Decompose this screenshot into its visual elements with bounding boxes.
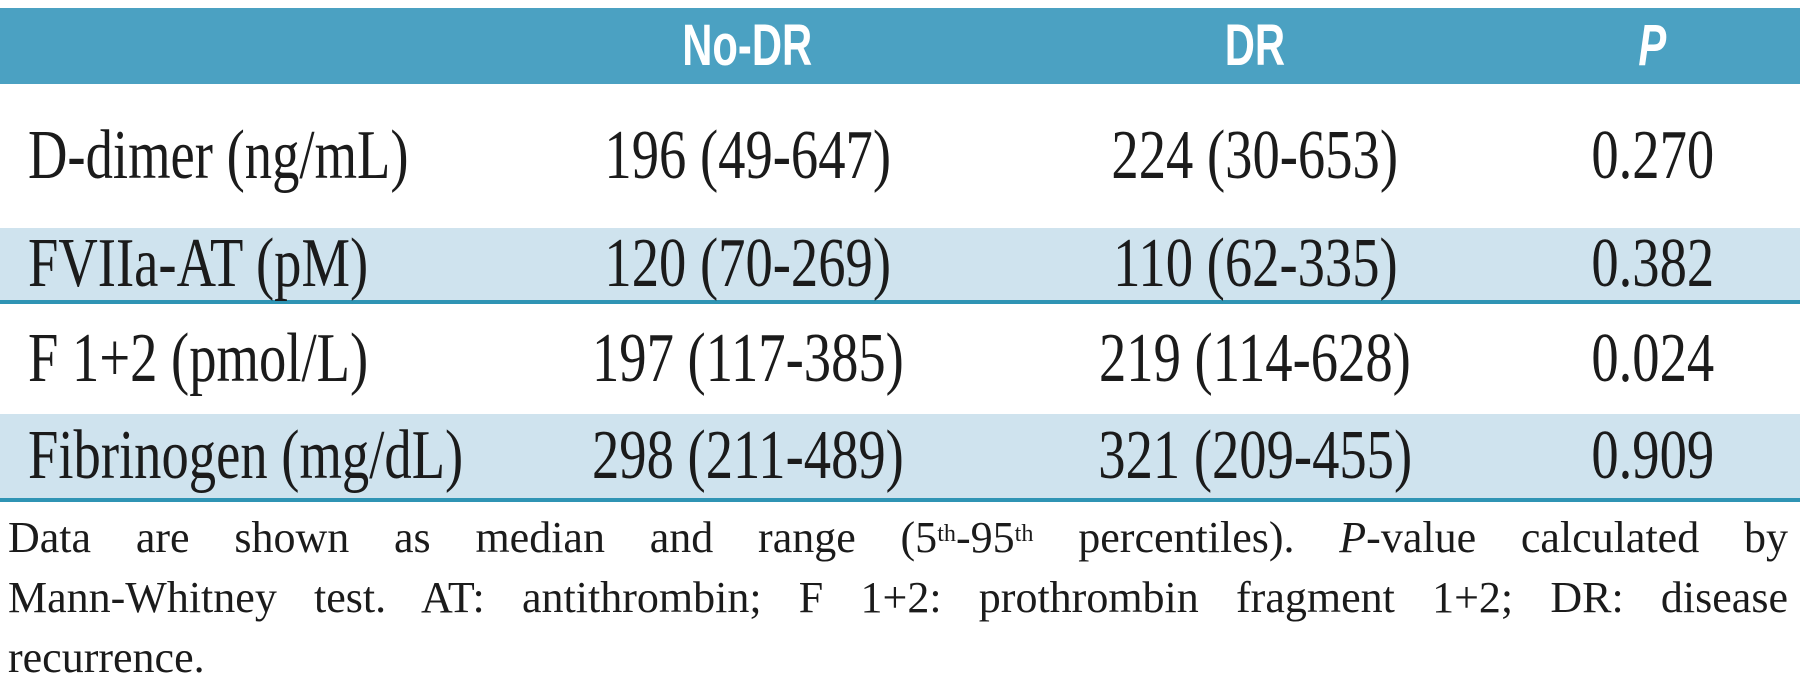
cell-no-dr: 298 (211-489) (490, 421, 1005, 491)
cell-no-dr: 197 (117-385) (490, 324, 1005, 394)
cell-no-dr-text: 298 (211-489) (591, 417, 904, 494)
cell-dr-text: 219 (114-628) (1099, 320, 1411, 397)
footnote-superscript: th (937, 520, 957, 548)
footnote-superscript: th (1014, 520, 1034, 548)
footnote-line-2: Mann-Whitney test. AT: antithrombin; F 1… (8, 568, 1788, 628)
footnote-p-italic: P (1339, 513, 1367, 562)
col-header-p-text: P (1638, 13, 1667, 78)
row-label-text: D-dimer (ng/mL) (28, 117, 409, 194)
col-header-dr: DR (1005, 17, 1505, 75)
table-row: D-dimer (ng/mL) 196 (49-647) 224 (30-653… (0, 84, 1800, 228)
row-label: D-dimer (ng/mL) (0, 121, 490, 191)
cell-no-dr-text: 196 (49-647) (604, 117, 891, 194)
cell-dr-text: 110 (62-335) (1112, 225, 1398, 302)
footnote-text: Data are shown as median and range (5 (8, 513, 938, 562)
cell-dr: 321 (209-455) (1005, 421, 1505, 491)
cell-no-dr-text: 197 (117-385) (591, 320, 904, 397)
table-row: F 1+2 (pmol/L) 197 (117-385) 219 (114-62… (0, 304, 1800, 414)
row-label: Fibrinogen (mg/dL) (0, 421, 490, 491)
footnote-text: recurrence. (8, 633, 205, 682)
table-header-row: No-DR DR P (0, 8, 1800, 84)
cell-p-text: 0.270 (1591, 117, 1714, 194)
footnote-text: -value calculated by (1366, 513, 1788, 562)
row-label: FVIIa-AT (pM) (0, 229, 490, 299)
col-header-no-dr-text: No-DR (682, 13, 813, 78)
col-header-no-dr: No-DR (490, 17, 1005, 75)
cell-p: 0.909 (1505, 421, 1800, 491)
cell-p: 0.382 (1505, 229, 1800, 299)
row-label: F 1+2 (pmol/L) (0, 324, 490, 394)
row-label-text: Fibrinogen (mg/dL) (28, 417, 464, 494)
row-label-text: F 1+2 (pmol/L) (28, 320, 369, 397)
col-header-dr-text: DR (1224, 13, 1286, 78)
cell-p: 0.270 (1505, 121, 1800, 191)
cell-p: 0.024 (1505, 324, 1800, 394)
table-footnote: Data are shown as median and range (5th-… (0, 502, 1800, 686)
cell-dr: 110 (62-335) (1005, 229, 1505, 299)
cell-no-dr-text: 120 (70-269) (604, 225, 891, 302)
col-header-label (0, 17, 490, 75)
cell-no-dr: 196 (49-647) (490, 121, 1005, 191)
footnote-line-1: Data are shown as median and range (5th-… (8, 508, 1788, 568)
footnote-line-3: recurrence. (8, 628, 1788, 686)
cell-no-dr: 120 (70-269) (490, 229, 1005, 299)
cell-p-text: 0.909 (1591, 417, 1714, 494)
cell-dr-text: 224 (30-653) (1111, 117, 1399, 194)
cell-p-text: 0.382 (1591, 225, 1714, 302)
top-margin (0, 0, 1800, 8)
cell-dr-text: 321 (209-455) (1098, 417, 1412, 494)
cell-dr: 224 (30-653) (1005, 121, 1505, 191)
cell-p-text: 0.024 (1591, 320, 1714, 397)
cell-dr: 219 (114-628) (1005, 324, 1505, 394)
footnote-text: Mann-Whitney test. AT: antithrombin; F 1… (8, 573, 1788, 622)
footnote-text: -95 (956, 513, 1015, 562)
table-row: Fibrinogen (mg/dL) 298 (211-489) 321 (20… (0, 414, 1800, 502)
footnote-text: percentiles). (1033, 513, 1340, 562)
table-row: FVIIa-AT (pM) 120 (70-269) 110 (62-335) … (0, 228, 1800, 304)
row-label-text: FVIIa-AT (pM) (28, 225, 369, 302)
col-header-p: P (1505, 17, 1800, 75)
